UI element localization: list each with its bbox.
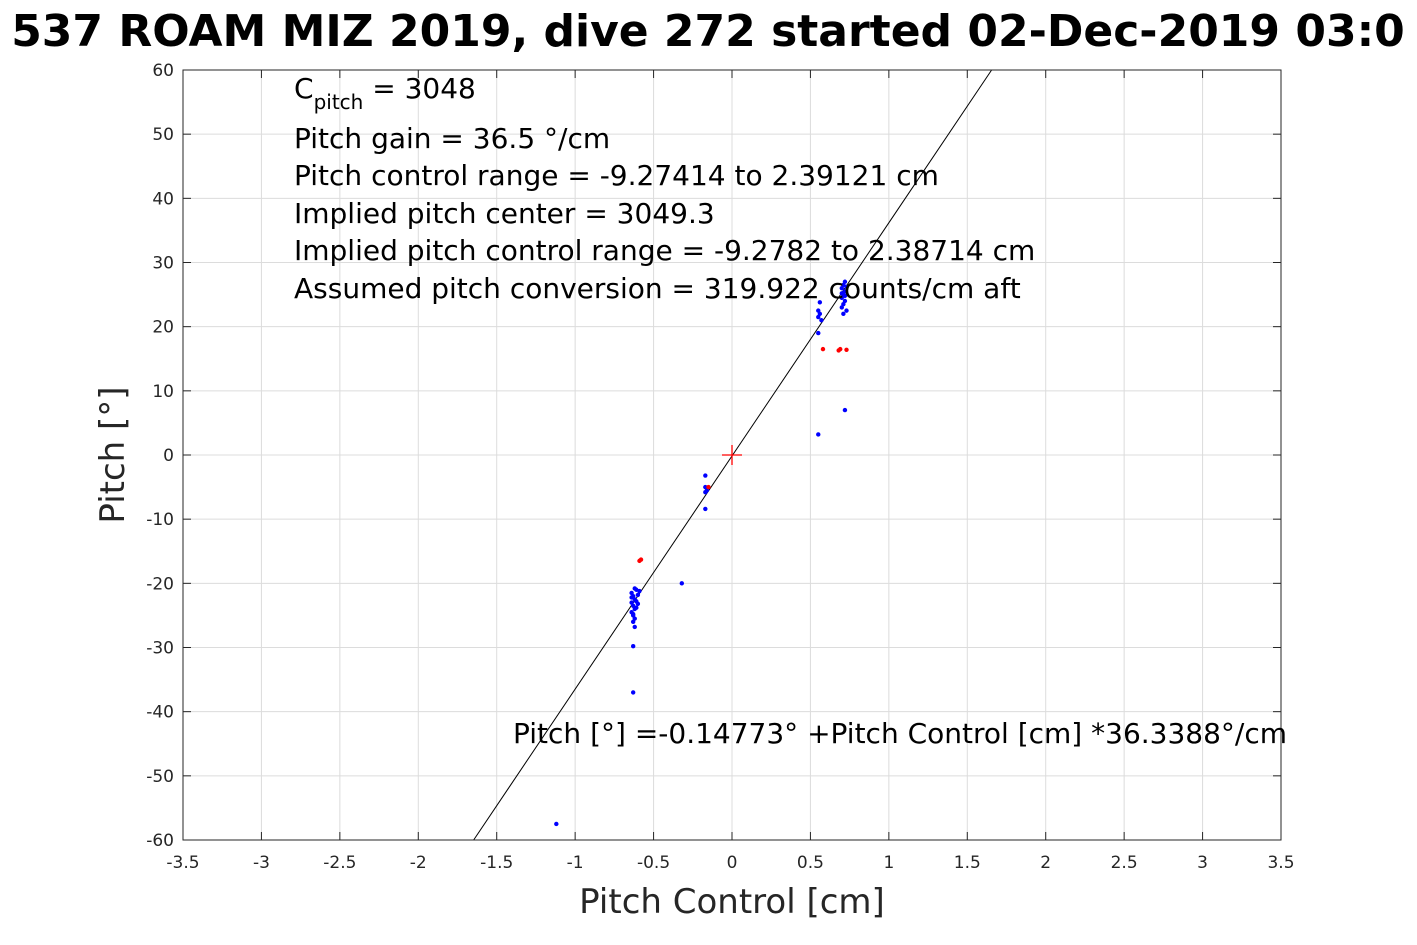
data-point (817, 300, 823, 305)
data-point (844, 347, 849, 352)
data-point (842, 298, 848, 304)
data-point (838, 346, 843, 352)
data-point (816, 330, 821, 336)
center-marker-group (722, 445, 742, 465)
x-tick-label: 2.5 (1111, 853, 1138, 873)
x-tick-label: -0.5 (637, 853, 670, 873)
x-tick-label: -1 (567, 853, 584, 873)
x-tick-label: -3.5 (166, 853, 199, 873)
y-tick-label: 40 (152, 189, 174, 209)
y-tick-label: -20 (146, 574, 174, 594)
data-point (679, 581, 685, 586)
x-tick-label: 0.5 (797, 853, 824, 873)
data-point (630, 690, 636, 695)
y-tick-label: 30 (152, 254, 174, 274)
data-point (630, 619, 636, 625)
fit-equation: Pitch [°] =-0.14773° +Pitch Control [cm]… (513, 717, 1287, 750)
data-point (554, 821, 559, 827)
annotation-c-sub: pitch (314, 90, 364, 114)
data-point (630, 644, 636, 649)
y-tick-label: 50 (152, 125, 174, 145)
data-points (554, 279, 849, 827)
annotation-c-pitch: Cpitch = 3048 (294, 72, 476, 114)
y-tick-label: 20 (152, 318, 174, 338)
data-point (703, 473, 708, 478)
x-axis-label: Pitch Control [cm] (579, 882, 885, 922)
data-point (632, 624, 637, 630)
x-tick-label: -1.5 (480, 853, 513, 873)
data-point (841, 311, 846, 317)
chart-title: 537 ROAM MIZ 2019, dive 272 started 02-D… (11, 6, 1405, 57)
data-point (634, 605, 639, 610)
annotation-implied-pitch-control-range: Implied pitch control range = -9.2782 to… (294, 234, 1035, 267)
data-point (632, 586, 637, 591)
annotation-c-main: C (294, 72, 314, 105)
data-point (839, 291, 844, 296)
data-point (820, 346, 826, 352)
annotation-implied-pitch-center: Implied pitch center = 3049.3 (294, 197, 715, 230)
y-tick-label: 60 (152, 61, 174, 81)
data-point (844, 308, 849, 313)
data-point (819, 318, 824, 323)
x-tick-label: 0 (727, 853, 738, 873)
annotation-pitch-gain: Pitch gain = 36.5 °/cm (294, 122, 610, 155)
data-point (844, 284, 849, 290)
data-point (842, 279, 848, 284)
x-tick-label: 3 (1197, 853, 1208, 873)
y-tick-label: -30 (146, 639, 174, 659)
data-point (629, 595, 634, 600)
data-point (706, 484, 711, 490)
data-point (635, 601, 641, 607)
x-tick-label: 3.5 (1267, 853, 1294, 873)
data-point (842, 293, 848, 299)
annotation-assumed-pitch-conversion: Assumed pitch conversion = 319.922 count… (294, 272, 1021, 305)
axis-ticks: -3.5 -3 -2.5 -2 -1.5 -1 -0.5 0 0.5 1 1.5 2 2.5 3 3.5 -6… (146, 61, 1294, 873)
data-point (637, 588, 642, 594)
grid (182, 69, 1282, 841)
y-tick-label: -10 (146, 510, 174, 530)
data-point (816, 308, 821, 313)
annotation-pitch-control-range: Pitch control range = -9.27414 to 2.3912… (294, 159, 939, 192)
y-axis-label: Pitch [°] (93, 386, 133, 523)
x-tick-label: 2 (1040, 853, 1051, 873)
y-tick-label: 10 (152, 382, 174, 402)
y-tick-label: 0 (163, 446, 174, 466)
y-tick-label: -50 (146, 767, 174, 787)
x-tick-label: -2 (410, 853, 427, 873)
x-tick-label: 1 (883, 853, 894, 873)
data-point (703, 490, 708, 495)
data-point (635, 592, 641, 598)
y-tick-label: -60 (146, 831, 174, 851)
x-tick-label: -2.5 (323, 853, 356, 873)
data-point (637, 558, 642, 564)
x-tick-label: 1.5 (954, 853, 981, 873)
x-tick-label: -3 (253, 853, 270, 873)
y-tick-label: -40 (146, 703, 174, 723)
annotation-c-value: = 3048 (363, 72, 476, 105)
annotation-block: Cpitch = 3048 Pitch gain = 36.5 °/cm Pit… (294, 72, 1035, 305)
data-point (816, 432, 821, 437)
data-point (703, 506, 708, 512)
data-point (630, 611, 636, 617)
data-point (842, 407, 848, 413)
